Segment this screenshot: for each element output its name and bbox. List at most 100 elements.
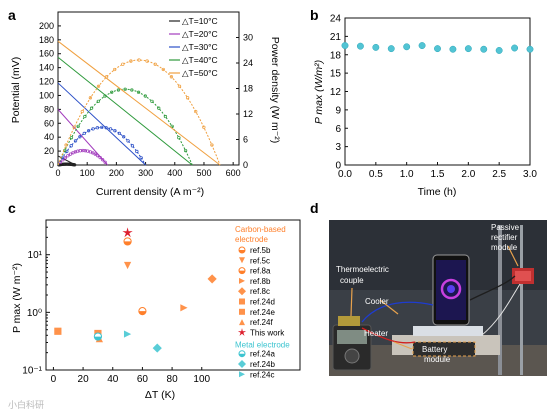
y-tick-label: 200 [39,21,54,31]
panel-label-d: d [310,200,319,216]
power-marker [113,129,117,133]
circle-marker-fill [123,241,132,246]
panel-c-ylabel: P max (W m⁻²) [11,263,23,333]
potential-line [57,109,109,166]
power-marker [139,156,143,160]
y-tick-label: 100 [39,90,54,100]
y-tick-label: 40 [44,132,54,142]
diamond-marker [238,360,246,368]
power-marker [87,129,91,133]
power-marker [145,59,149,63]
x-tick-label: 3.0 [523,169,537,180]
x-tick-label: 1.5 [431,169,445,180]
panel-a-ylabel: Potential (mV) [10,57,22,124]
data-point [356,42,364,50]
circle-marker [238,267,246,275]
power-marker [194,109,198,114]
panel-label-c: c [8,200,16,216]
y-tick-label: 180 [39,35,54,45]
power-marker [130,88,134,92]
legend-label: ref.24e [250,308,275,317]
power-marker [183,148,188,153]
power-marker [100,125,104,130]
legend-label: ref.8c [250,287,270,296]
power-marker [169,75,174,79]
power-marker [135,149,139,154]
label-module: module [424,355,451,364]
legend-label: ref.24c [250,370,274,379]
panel-b-points [341,42,534,54]
potential-line [57,82,146,166]
panel-d: d [310,200,547,376]
data-point [403,43,411,51]
power-marker [91,127,95,131]
power-marker [78,135,82,139]
y-tick-label: 80 [44,104,54,114]
watermark: 小白科研 [8,399,44,410]
data-point [526,45,534,53]
triangle-marker [239,371,245,378]
x-tick-label: 400 [167,168,182,178]
x-tick-label: 500 [196,168,211,178]
triangle-marker [239,319,245,326]
power-marker [68,152,73,156]
triangle-marker [123,261,132,270]
y-tick-label: 21 [330,32,342,43]
square-marker [239,298,245,305]
power-marker [108,127,113,131]
star-marker [122,227,133,238]
battery-module-box [412,341,476,357]
x-tick-label: 0.5 [369,169,383,180]
x-tick-label: 200 [109,168,124,178]
power-marker [103,94,107,98]
x-tick-label: 100 [80,168,95,178]
data-point [495,47,503,54]
y-tick-label: 20 [44,146,54,156]
y-tick-label: 12 [330,87,342,98]
power-marker [122,135,126,139]
power-marker [89,106,94,110]
circle-marker-fill [239,353,245,357]
panel-c-axes: 0 20 40 60 80 100 10⁻¹ 10⁰ 10¹ [22,226,211,385]
label-passive: Passive [491,223,520,232]
circle-marker-fill [239,270,245,274]
potential-line [57,40,221,166]
power-marker [170,124,174,129]
power-marker [136,90,141,94]
circle-marker-fill [239,250,245,253]
legend-label: This work [250,328,285,337]
y-tick-label: 160 [39,49,54,59]
power-marker [93,152,97,156]
power-marker [130,144,135,148]
square-marker [54,327,62,335]
panel-c-xlabel: ΔT (K) [145,389,175,401]
power-marker [177,136,181,140]
y-tick-label: 24 [330,14,342,25]
circle-marker-fill [94,336,102,341]
power-marker [72,125,76,129]
data-point [480,45,488,53]
y-tick-label: 18 [330,50,342,61]
legend-label: ref.5b [250,246,271,255]
power-marker [83,114,87,119]
diamond-marker [207,274,217,284]
label-rectifier: rectifier [491,233,518,242]
square-marker [239,308,245,315]
power-marker [177,84,182,88]
power-marker [69,136,74,140]
power-marker [202,125,206,129]
potential-line [57,56,193,166]
y2-tick-label: 0 [243,160,248,170]
power-marker [96,84,101,88]
power-marker [113,67,117,72]
y-tick-label: 0 [49,160,54,170]
legend-label: △T=10°C [182,16,218,26]
power-marker [101,158,105,162]
circle-marker [238,350,246,358]
y-tick-label: 9 [335,105,341,116]
power-marker [121,62,125,66]
panel-b-frame [344,17,531,166]
power-marker [210,143,214,147]
power-marker [91,151,95,155]
panel-c-legend: Carbon-basedelectroderef.5bref.5cref.8ar… [235,225,290,379]
